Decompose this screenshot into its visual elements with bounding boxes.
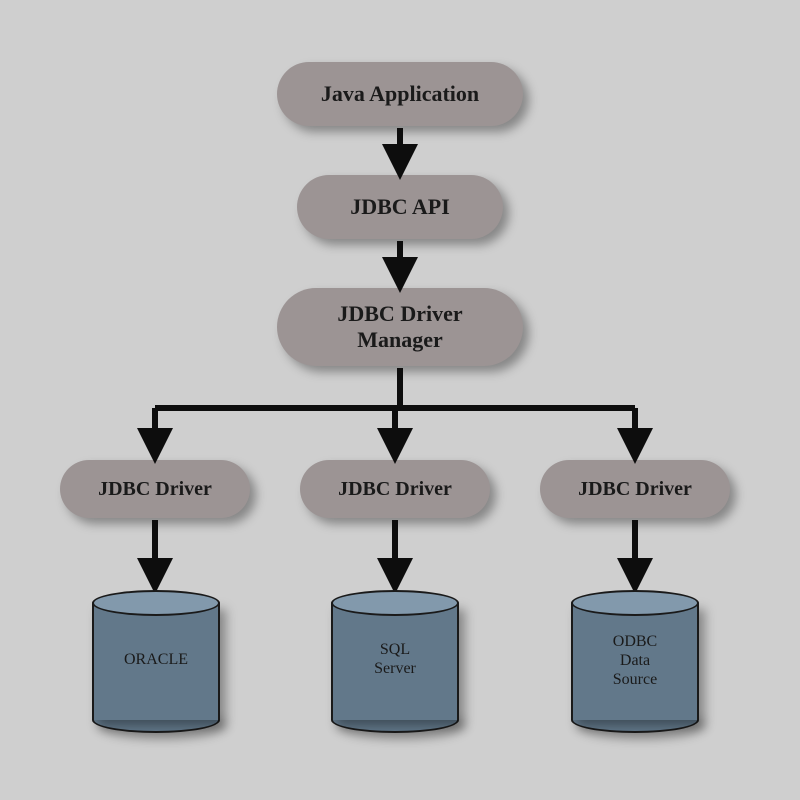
cylinder-label: ORACLE <box>92 650 220 669</box>
cylinder-label: ODBC Data Source <box>571 632 699 690</box>
node-jdbc-driver-3: JDBC Driver <box>540 460 730 518</box>
node-label: JDBC Driver <box>98 477 212 501</box>
node-jdbc-driver-1: JDBC Driver <box>60 460 250 518</box>
jdbc-architecture-diagram: Java Application JDBC API JDBC Driver Ma… <box>0 0 800 800</box>
cylinder-label: SQL Server <box>331 640 459 678</box>
node-jdbc-driver-manager: JDBC Driver Manager <box>277 288 523 366</box>
node-jdbc-api: JDBC API <box>297 175 503 239</box>
cylinder-odbc-data-source: ODBC Data Source <box>571 590 699 720</box>
node-label: JDBC Driver Manager <box>337 301 462 354</box>
node-label: JDBC API <box>350 194 450 220</box>
node-jdbc-driver-2: JDBC Driver <box>300 460 490 518</box>
cylinder-sql-server: SQL Server <box>331 590 459 720</box>
node-label: Java Application <box>321 81 479 107</box>
cylinder-oracle: ORACLE <box>92 590 220 720</box>
node-label: JDBC Driver <box>338 477 452 501</box>
node-label: JDBC Driver <box>578 477 692 501</box>
node-java-application: Java Application <box>277 62 523 126</box>
